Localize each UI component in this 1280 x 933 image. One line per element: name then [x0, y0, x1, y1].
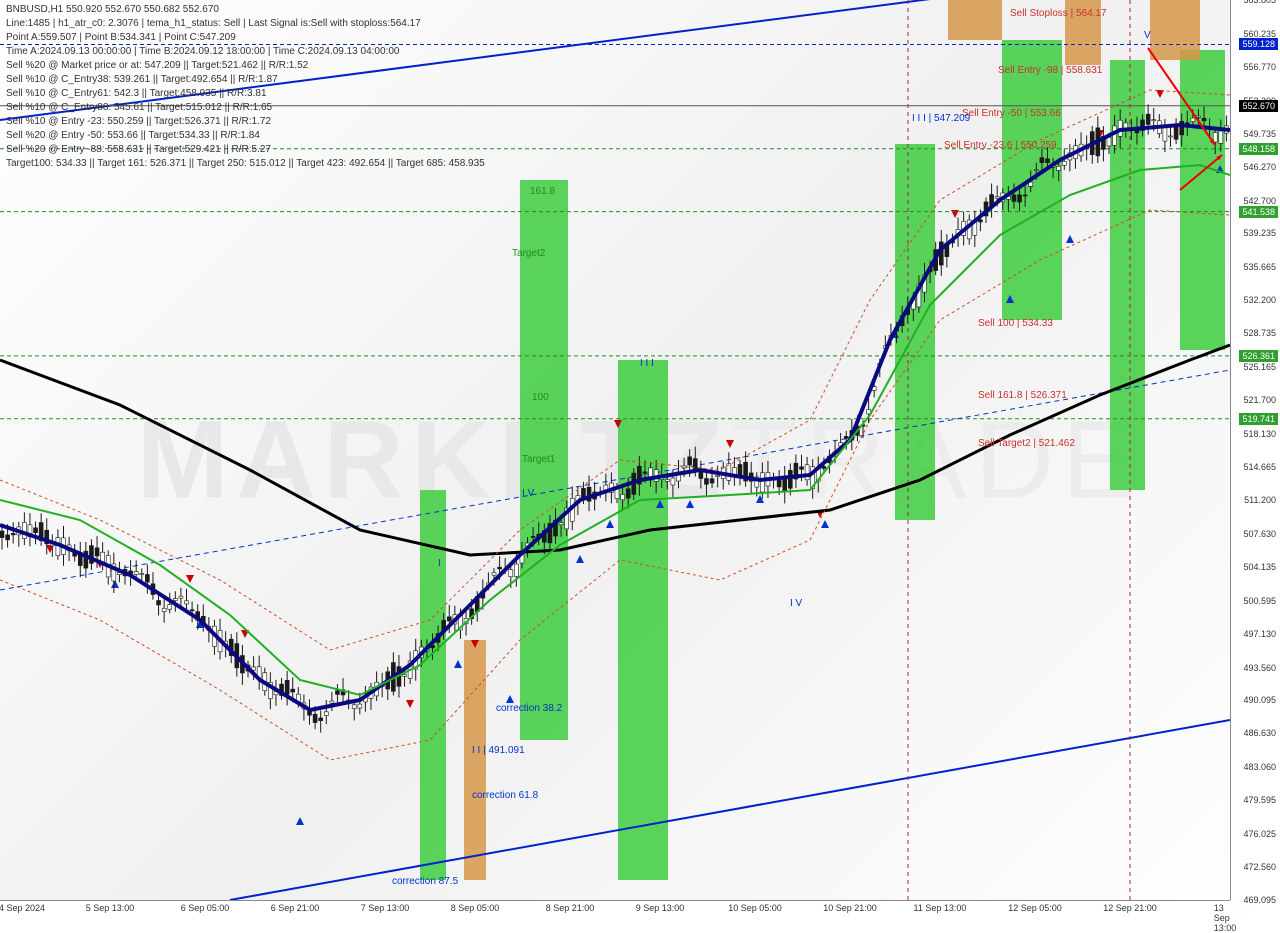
y-tick: 497.130: [1243, 629, 1276, 639]
chart-annotation: correction 87.5: [392, 876, 458, 887]
x-tick: 9 Sep 13:00: [636, 903, 685, 913]
chart-annotation: Sell 100 | 534.33: [978, 318, 1053, 329]
y-tick: 493.560: [1243, 663, 1276, 673]
y-price-label: 548.158: [1239, 143, 1278, 155]
chart-annotation: 100: [532, 392, 549, 403]
chart-annotation: correction 38.2: [496, 703, 562, 714]
info-line-2: Time A:2024.09.13 00:00:00 | Time B:2024…: [6, 46, 399, 57]
chart-annotation: I I | 491.091: [472, 745, 525, 756]
chart-annotation: correction 61.8: [472, 790, 538, 801]
y-tick: 532.200: [1243, 295, 1276, 305]
x-tick: 13 Sep 13:00: [1214, 903, 1237, 933]
x-tick: 6 Sep 21:00: [271, 903, 320, 913]
x-tick: 8 Sep 21:00: [546, 903, 595, 913]
chart-annotation: V: [1144, 30, 1151, 41]
chart-annotation: I: [438, 558, 441, 569]
chart-annotation: I V: [790, 598, 802, 609]
x-tick: 5 Sep 13:00: [86, 903, 135, 913]
y-axis: 563.805560.235556.770553.200549.735546.2…: [1230, 0, 1280, 900]
info-line-9: Sell %20 @ Entry -88: 558.631 || Target:…: [6, 144, 271, 155]
chart-annotation: I I I: [640, 358, 654, 369]
info-line-8: Sell %20 @ Entry -50: 553.66 || Target:5…: [6, 130, 260, 141]
chart-annotation: I I I | 547.209: [912, 113, 970, 124]
info-line-7: Sell %10 @ Entry -23: 550.259 || Target:…: [6, 116, 271, 127]
chart-annotation: Sell Stoploss | 564.17: [1010, 8, 1107, 19]
y-tick: 476.025: [1243, 829, 1276, 839]
chart-annotation: Sell Entry -50 | 553.66: [962, 108, 1061, 119]
y-tick: 560.235: [1243, 29, 1276, 39]
y-tick: 535.665: [1243, 262, 1276, 272]
y-tick: 539.235: [1243, 228, 1276, 238]
y-tick: 521.700: [1243, 395, 1276, 405]
y-tick: 504.135: [1243, 562, 1276, 572]
x-tick: 8 Sep 05:00: [451, 903, 500, 913]
y-tick: 542.700: [1243, 196, 1276, 206]
y-tick: 528.735: [1243, 328, 1276, 338]
x-tick: 6 Sep 05:00: [181, 903, 230, 913]
info-line-0: Line:1485 | h1_atr_c0: 2.3076 | tema_h1_…: [6, 18, 421, 29]
chart-annotation: I V: [522, 488, 534, 499]
y-price-label: 519.741: [1239, 413, 1278, 425]
info-line-10: Target100: 534.33 || Target 161: 526.371…: [6, 158, 485, 169]
y-tick: 514.665: [1243, 462, 1276, 472]
chart-annotation: Target2: [512, 248, 545, 259]
x-tick: 7 Sep 13:00: [361, 903, 410, 913]
x-tick: 10 Sep 05:00: [728, 903, 782, 913]
x-axis: 4 Sep 2024 5 Sep 13:00 6 Sep 05:00 6 Sep 21…: [0, 900, 1230, 920]
y-price-label: 559.128: [1239, 38, 1278, 50]
y-tick: 490.095: [1243, 695, 1276, 705]
info-line-1: Point A:559.507 | Point B:534.341 | Poin…: [6, 32, 236, 43]
y-tick: 500.595: [1243, 596, 1276, 606]
y-tick: 511.200: [1244, 495, 1276, 505]
y-tick: 549.735: [1243, 129, 1276, 139]
y-tick: 507.630: [1243, 529, 1276, 539]
info-line-5: Sell %10 @ C_Entry61: 542.3 || Target:45…: [6, 88, 267, 99]
chart-annotation: Sell Entry -23.6 | 550.259: [944, 140, 1057, 151]
y-tick: 486.630: [1243, 728, 1276, 738]
info-line-3: Sell %20 @ Market price or at: 547.209 |…: [6, 60, 308, 71]
y-tick: 546.270: [1243, 162, 1276, 172]
chart-annotation: 161.8: [530, 186, 555, 197]
y-tick: 483.060: [1243, 762, 1276, 772]
info-line-6: Sell %10 @ C_Entry88: 545.61 || Target:5…: [6, 102, 272, 113]
symbol-header: BNBUSD,H1 550.920 552.670 550.682 552.67…: [6, 4, 219, 15]
chart-annotation: Sell Target2 | 521.462: [978, 438, 1075, 449]
x-tick: 4 Sep 2024: [0, 903, 45, 913]
y-tick: 469.095: [1243, 895, 1276, 905]
y-tick: 518.130: [1243, 429, 1276, 439]
chart-container: MARKETZTRADE BNBUSD,H1 550.920 552.670 5…: [0, 0, 1280, 920]
chart-annotation: Sell Entry -98 | 558.631: [998, 65, 1102, 76]
y-price-label: 552.670: [1239, 100, 1278, 112]
y-tick: 556.770: [1243, 62, 1276, 72]
y-price-label: 526.361: [1239, 350, 1278, 362]
y-tick: 563.805: [1243, 0, 1276, 5]
chart-annotation: Sell 161.8 | 526.371: [978, 390, 1067, 401]
x-tick: 12 Sep 21:00: [1103, 903, 1157, 913]
x-tick: 10 Sep 21:00: [823, 903, 877, 913]
y-tick: 479.595: [1243, 795, 1276, 805]
info-line-4: Sell %10 @ C_Entry38: 539.261 || Target:…: [6, 74, 278, 85]
y-tick: 525.165: [1243, 362, 1276, 372]
y-tick: 472.560: [1243, 862, 1276, 872]
chart-annotation: Target1: [522, 454, 555, 465]
x-tick: 12 Sep 05:00: [1008, 903, 1062, 913]
y-price-label: 541.538: [1239, 206, 1278, 218]
x-tick: 11 Sep 13:00: [914, 903, 967, 913]
